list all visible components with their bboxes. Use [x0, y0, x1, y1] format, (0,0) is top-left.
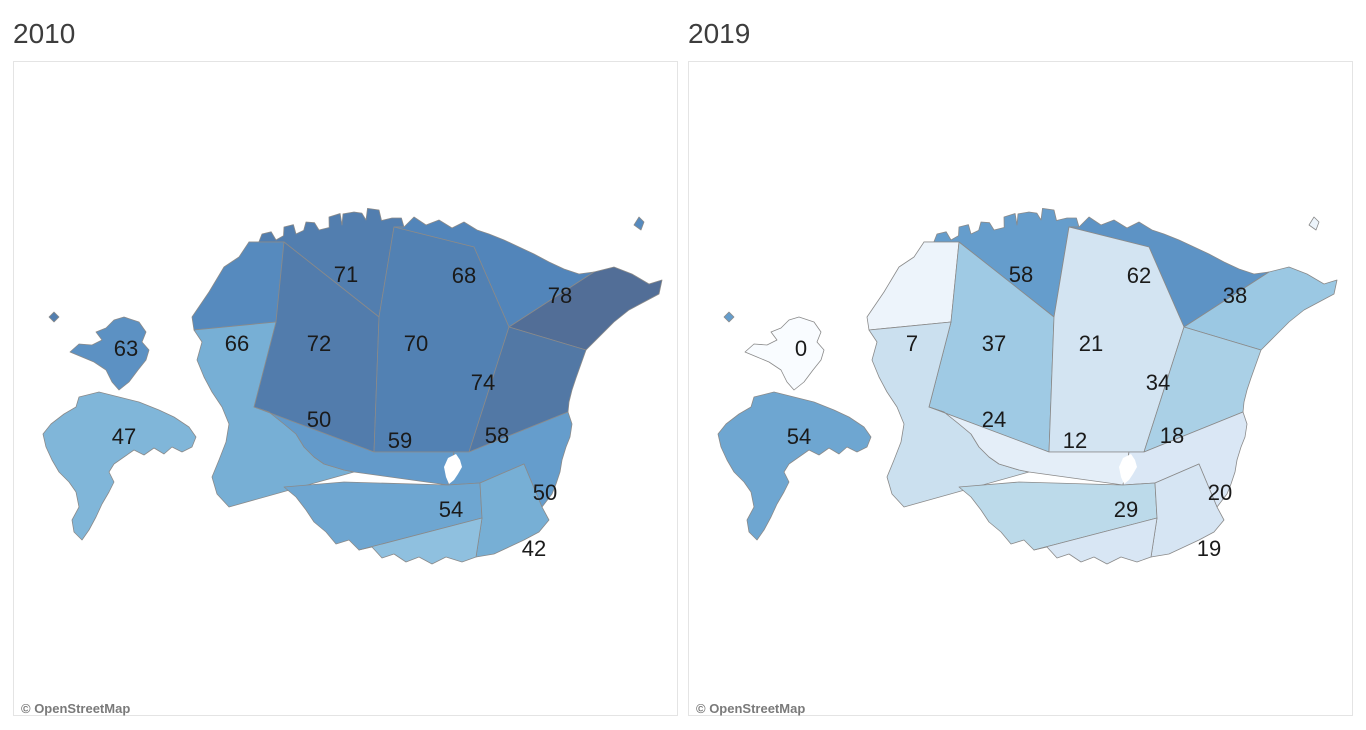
svg-text:71: 71 — [334, 262, 358, 287]
svg-text:19: 19 — [1197, 536, 1221, 561]
svg-text:18: 18 — [1160, 423, 1184, 448]
svg-text:59: 59 — [388, 428, 412, 453]
svg-text:66: 66 — [225, 331, 249, 356]
svg-text:24: 24 — [982, 407, 1006, 432]
svg-text:70: 70 — [404, 331, 428, 356]
svg-text:54: 54 — [439, 497, 463, 522]
svg-text:58: 58 — [485, 423, 509, 448]
svg-text:21: 21 — [1079, 331, 1103, 356]
svg-text:47: 47 — [112, 424, 136, 449]
svg-text:37: 37 — [982, 331, 1006, 356]
svg-text:38: 38 — [1223, 283, 1247, 308]
svg-text:12: 12 — [1063, 428, 1087, 453]
svg-text:7: 7 — [906, 331, 918, 356]
svg-text:58: 58 — [1009, 262, 1033, 287]
svg-text:74: 74 — [471, 370, 495, 395]
svg-text:78: 78 — [548, 283, 572, 308]
svg-text:0: 0 — [795, 336, 807, 361]
svg-text:42: 42 — [522, 536, 546, 561]
svg-text:20: 20 — [1208, 480, 1232, 505]
svg-text:29: 29 — [1114, 497, 1138, 522]
svg-text:72: 72 — [307, 331, 331, 356]
svg-text:50: 50 — [307, 407, 331, 432]
svg-text:50: 50 — [533, 480, 557, 505]
svg-text:63: 63 — [114, 336, 138, 361]
svg-text:34: 34 — [1146, 370, 1170, 395]
svg-text:54: 54 — [787, 424, 811, 449]
svg-text:62: 62 — [1127, 263, 1151, 288]
svg-text:68: 68 — [452, 263, 476, 288]
